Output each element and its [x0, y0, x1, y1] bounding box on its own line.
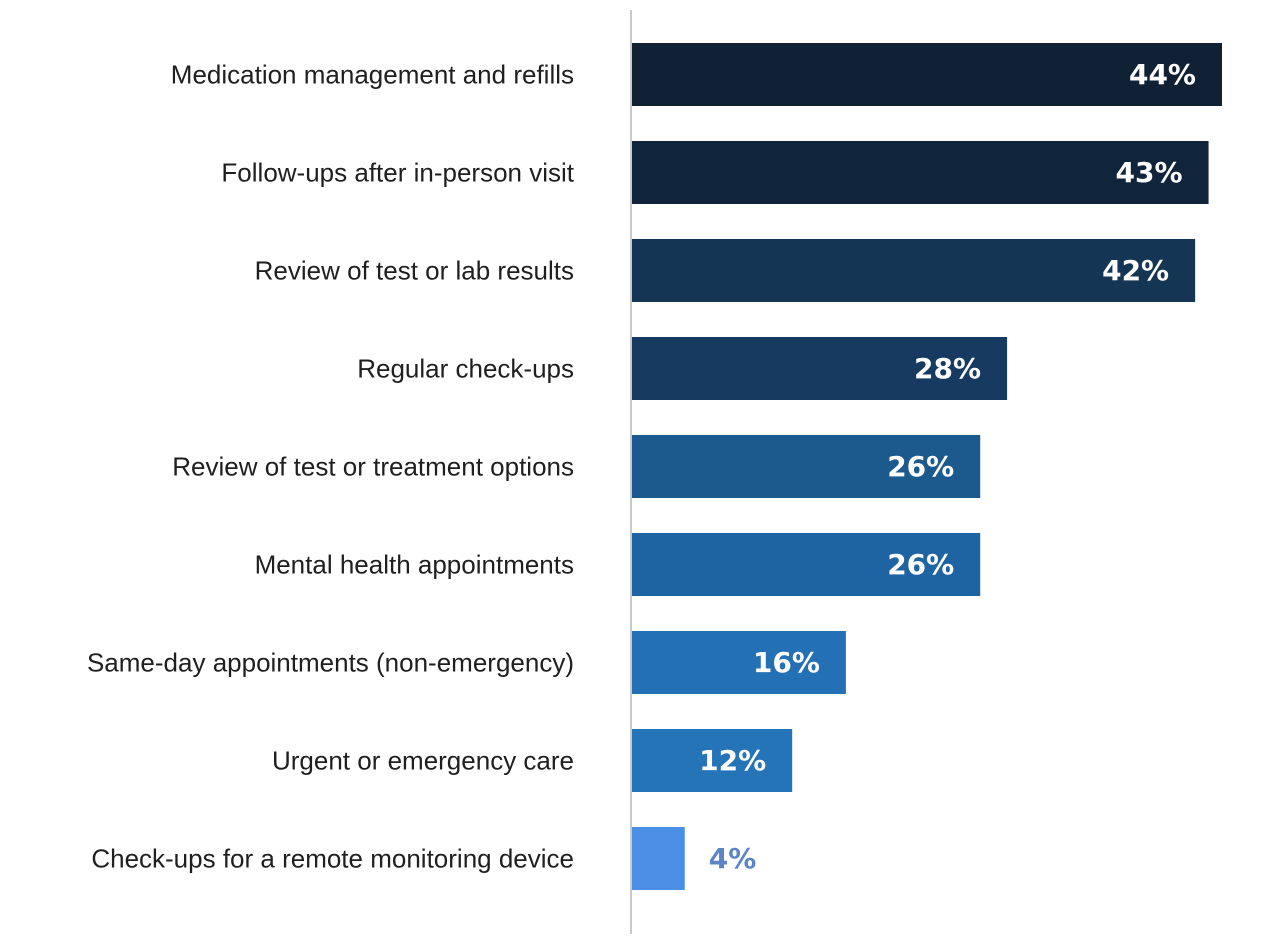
value-label-check-ups-for-a-remote-monitoring-device: 4% [709, 842, 757, 875]
category-labels: Medication management and refills Follow-… [87, 60, 575, 874]
bar-review-of-test-or-lab-results [631, 239, 1196, 302]
category-label-regular-check-ups: Regular check-ups [357, 354, 574, 384]
category-label-review-of-test-or-lab-results: Review of test or lab results [255, 256, 574, 286]
bar-regular-check-ups [631, 337, 1008, 400]
bar-urgent-or-emergency-care [631, 729, 793, 792]
value-label-review-of-test-or-treatment-options: 26% [887, 450, 954, 483]
bar-follow-ups-after-in-person-visit [631, 141, 1209, 204]
category-label-urgent-or-emergency-care: Urgent or emergency care [272, 746, 574, 776]
category-label-mental-health-appointments: Mental health appointments [255, 550, 574, 580]
bars [631, 43, 1222, 890]
value-label-review-of-test-or-lab-results: 42% [1102, 254, 1169, 287]
category-label-review-of-test-or-treatment-options: Review of test or treatment options [172, 452, 574, 482]
value-labels: 44% 43% 42% 28% 26% 26% 16% 12% 4% [699, 58, 1196, 875]
bar-review-of-test-or-treatment-options [631, 435, 981, 498]
bar-medication-management-and-refills [631, 43, 1222, 106]
bar-same-day-appointments-non-emergency [631, 631, 846, 694]
category-label-medication-management-and-refills: Medication management and refills [171, 60, 574, 90]
bar-mental-health-appointments [631, 533, 981, 596]
value-label-same-day-appointments-non-emergency: 16% [753, 646, 820, 679]
value-label-regular-check-ups: 28% [914, 352, 981, 385]
value-label-mental-health-appointments: 26% [887, 548, 954, 581]
value-label-medication-management-and-refills: 44% [1129, 58, 1196, 91]
category-label-follow-ups-after-in-person-visit: Follow-ups after in-person visit [221, 158, 574, 188]
category-label-same-day-appointments-non-emergency: Same-day appointments (non-emergency) [87, 648, 574, 678]
value-label-urgent-or-emergency-care: 12% [699, 744, 766, 777]
category-label-check-ups-for-a-remote-monitoring-device: Check-ups for a remote monitoring device [91, 844, 574, 874]
bar-check-ups-for-a-remote-monitoring-device [631, 827, 685, 890]
value-label-follow-ups-after-in-person-visit: 43% [1116, 156, 1183, 189]
